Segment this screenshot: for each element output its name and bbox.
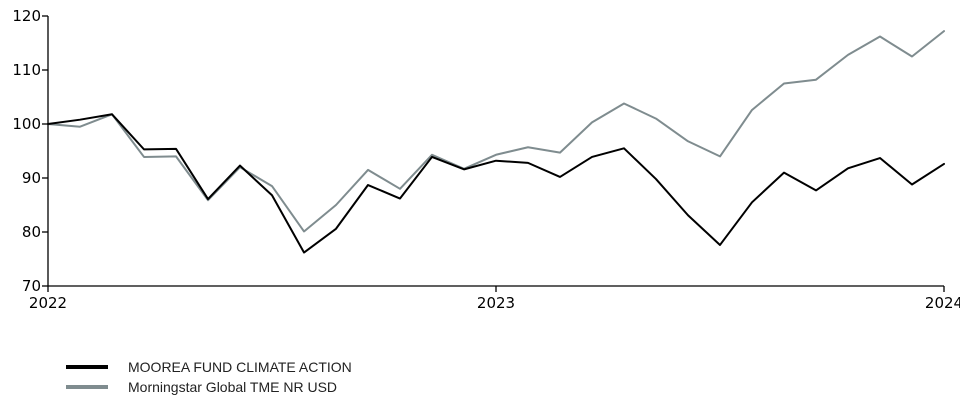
series-line-0 bbox=[47, 113, 945, 254]
legend-label-morningstar: Morningstar Global TME NR USD bbox=[128, 379, 338, 395]
y-tick-label: 100 bbox=[12, 115, 41, 133]
legend-item-morningstar: Morningstar Global TME NR USD bbox=[66, 377, 352, 397]
x-tick-label: 2023 bbox=[477, 294, 515, 312]
legend-label-moorea: MOOREA FUND CLIMATE ACTION bbox=[128, 359, 352, 375]
y-tick-label: 90 bbox=[22, 169, 41, 187]
legend: MOOREA FUND CLIMATE ACTION Morningstar G… bbox=[66, 357, 352, 397]
y-tick-label: 110 bbox=[12, 61, 41, 79]
legend-swatch-morningstar bbox=[66, 385, 108, 389]
series-layer bbox=[47, 30, 945, 254]
x-tick-label: 2024 bbox=[925, 294, 960, 312]
y-tick-label: 80 bbox=[22, 223, 41, 241]
axes: 70 80 90 100 110 120 2022 2023 2024 bbox=[12, 7, 960, 312]
y-tick-label: 70 bbox=[22, 277, 41, 295]
y-tick-label: 120 bbox=[12, 7, 41, 25]
legend-swatch-moorea bbox=[66, 365, 108, 369]
series-line-1 bbox=[47, 30, 945, 233]
x-tick-label: 2022 bbox=[29, 294, 67, 312]
legend-item-moorea: MOOREA FUND CLIMATE ACTION bbox=[66, 357, 352, 377]
